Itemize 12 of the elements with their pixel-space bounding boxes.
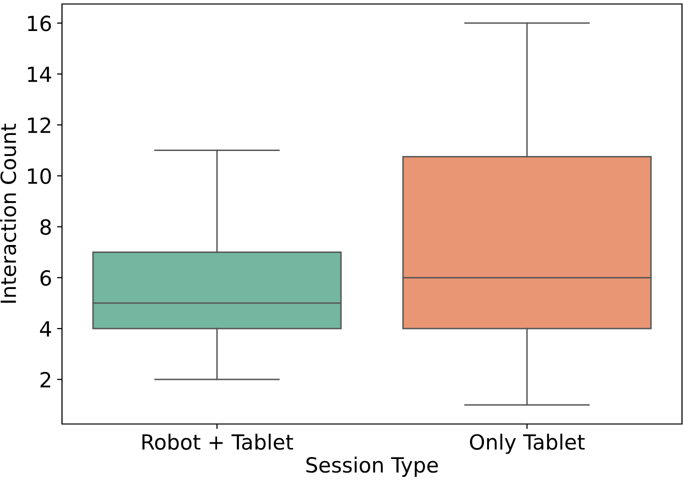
- y-tick-label: 14: [28, 66, 52, 82]
- y-axis-title: Interaction Count: [0, 124, 16, 303]
- y-tick-label: 10: [28, 168, 51, 184]
- x-axis-title: Session Type: [306, 456, 438, 477]
- y-tick-label: 2: [40, 372, 50, 388]
- y-tick-label: 12: [28, 117, 50, 133]
- y-tick-label: 16: [28, 16, 51, 32]
- x-tick-label: Only Tablet: [470, 434, 585, 454]
- x-tick-label: Robot + Tablet: [142, 434, 294, 450]
- y-tick-label: 4: [40, 321, 52, 336]
- y-tick-label: 6: [40, 270, 51, 286]
- y-tick-label: 8: [40, 219, 51, 235]
